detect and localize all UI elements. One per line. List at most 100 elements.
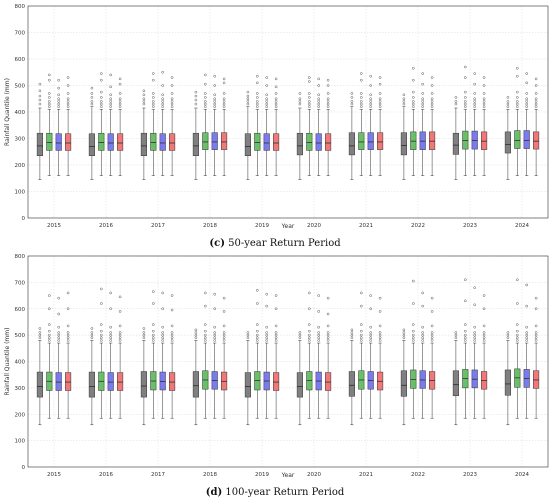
x-tick-label: 2017 bbox=[151, 472, 165, 478]
outlier-point bbox=[473, 333, 476, 337]
outlier-point bbox=[378, 333, 382, 337]
outlier-point bbox=[525, 336, 528, 340]
outlier-point bbox=[412, 323, 415, 326]
outlier-point bbox=[118, 102, 122, 106]
outlier-point bbox=[516, 74, 519, 78]
outlier-point bbox=[473, 100, 476, 103]
outlier-point bbox=[534, 339, 538, 342]
box bbox=[107, 133, 114, 151]
outlier-point bbox=[170, 92, 174, 95]
outlier-point bbox=[274, 307, 278, 311]
outlier-point bbox=[360, 72, 363, 75]
outlier-point bbox=[66, 336, 70, 340]
outlier-point bbox=[256, 92, 259, 95]
outlier-point bbox=[142, 331, 146, 334]
outlier-point bbox=[100, 102, 103, 106]
outlier-point bbox=[152, 333, 155, 337]
outlier-point bbox=[516, 333, 519, 337]
y-tick-label: 300 bbox=[15, 137, 26, 143]
outlier-point bbox=[402, 97, 406, 100]
outlier-point bbox=[326, 312, 330, 316]
outlier-point bbox=[246, 90, 250, 94]
outlier-point bbox=[421, 304, 424, 308]
box-group-2020 bbox=[296, 76, 332, 180]
outlier-point bbox=[48, 307, 51, 311]
outlier-point bbox=[326, 339, 330, 342]
box-group-2024 bbox=[504, 67, 540, 180]
outlier-point bbox=[534, 92, 538, 95]
outlier-point bbox=[142, 97, 146, 100]
outlier-point bbox=[152, 102, 155, 106]
outlier-point bbox=[256, 105, 259, 108]
outlier-point bbox=[90, 331, 94, 334]
y-tick-label: 600 bbox=[15, 307, 26, 313]
outlier-point bbox=[369, 97, 372, 100]
box bbox=[244, 133, 251, 156]
outlier-point bbox=[430, 105, 434, 108]
outlier-point bbox=[317, 105, 320, 108]
outlier-point bbox=[118, 82, 122, 86]
outlier-point bbox=[516, 278, 519, 281]
x-tick-label: 2021 bbox=[359, 472, 373, 478]
outlier-point bbox=[360, 92, 363, 95]
box bbox=[169, 133, 176, 151]
outlier-point bbox=[350, 333, 354, 337]
outlier-point bbox=[454, 331, 458, 334]
box bbox=[514, 130, 521, 149]
outlier-point bbox=[142, 100, 146, 103]
outlier-point bbox=[412, 105, 415, 108]
box-group-2023 bbox=[452, 278, 488, 426]
outlier-point bbox=[48, 323, 51, 326]
outlier-point bbox=[326, 105, 330, 108]
outlier-point bbox=[534, 105, 538, 108]
outlier-point bbox=[326, 296, 330, 300]
outlier-point bbox=[170, 100, 174, 103]
box bbox=[88, 133, 95, 156]
outlier-point bbox=[274, 100, 278, 103]
x-tick-label: 2020 bbox=[307, 223, 321, 229]
outlier-point bbox=[109, 336, 112, 340]
outlier-point bbox=[534, 100, 538, 103]
outlier-point bbox=[482, 76, 486, 79]
outlier-point bbox=[350, 336, 354, 340]
caption-letter: (d) bbox=[206, 487, 222, 498]
outlier-point bbox=[421, 325, 424, 329]
outlier-point bbox=[66, 333, 70, 337]
outlier-point bbox=[142, 327, 146, 330]
outlier-point bbox=[378, 310, 382, 313]
outlier-point bbox=[142, 89, 146, 93]
outlier-point bbox=[161, 307, 164, 311]
box-group-2015 bbox=[36, 73, 72, 180]
outlier-point bbox=[161, 325, 164, 329]
outlier-point bbox=[412, 339, 415, 342]
outlier-point bbox=[402, 336, 406, 340]
box bbox=[140, 132, 147, 156]
outlier-point bbox=[38, 331, 42, 334]
outlier-point bbox=[100, 302, 103, 305]
outlier-point bbox=[213, 331, 216, 334]
outlier-point bbox=[317, 331, 320, 334]
outlier-point bbox=[412, 302, 415, 305]
box bbox=[159, 133, 166, 151]
caption-letter: (c) bbox=[209, 238, 225, 249]
outlier-point bbox=[100, 78, 103, 82]
outlier-point bbox=[194, 90, 198, 94]
x-tick-label: 2022 bbox=[411, 223, 425, 229]
y-axis-label: Rainfall Quantile (mm) bbox=[4, 78, 11, 146]
outlier-point bbox=[256, 100, 259, 103]
outlier-point bbox=[170, 336, 174, 340]
outlier-point bbox=[161, 70, 164, 74]
outlier-point bbox=[161, 102, 164, 106]
outlier-point bbox=[109, 325, 112, 329]
outlier-point bbox=[298, 336, 302, 340]
outlier-point bbox=[152, 302, 155, 305]
outlier-point bbox=[430, 92, 434, 95]
outlier-point bbox=[161, 291, 164, 295]
outlier-point bbox=[516, 323, 519, 326]
outlier-point bbox=[152, 92, 155, 95]
outlier-point bbox=[378, 296, 382, 300]
outlier-point bbox=[317, 93, 320, 97]
x-tick-label: 2018 bbox=[203, 472, 217, 478]
outlier-point bbox=[256, 329, 259, 333]
outlier-point bbox=[525, 72, 528, 75]
